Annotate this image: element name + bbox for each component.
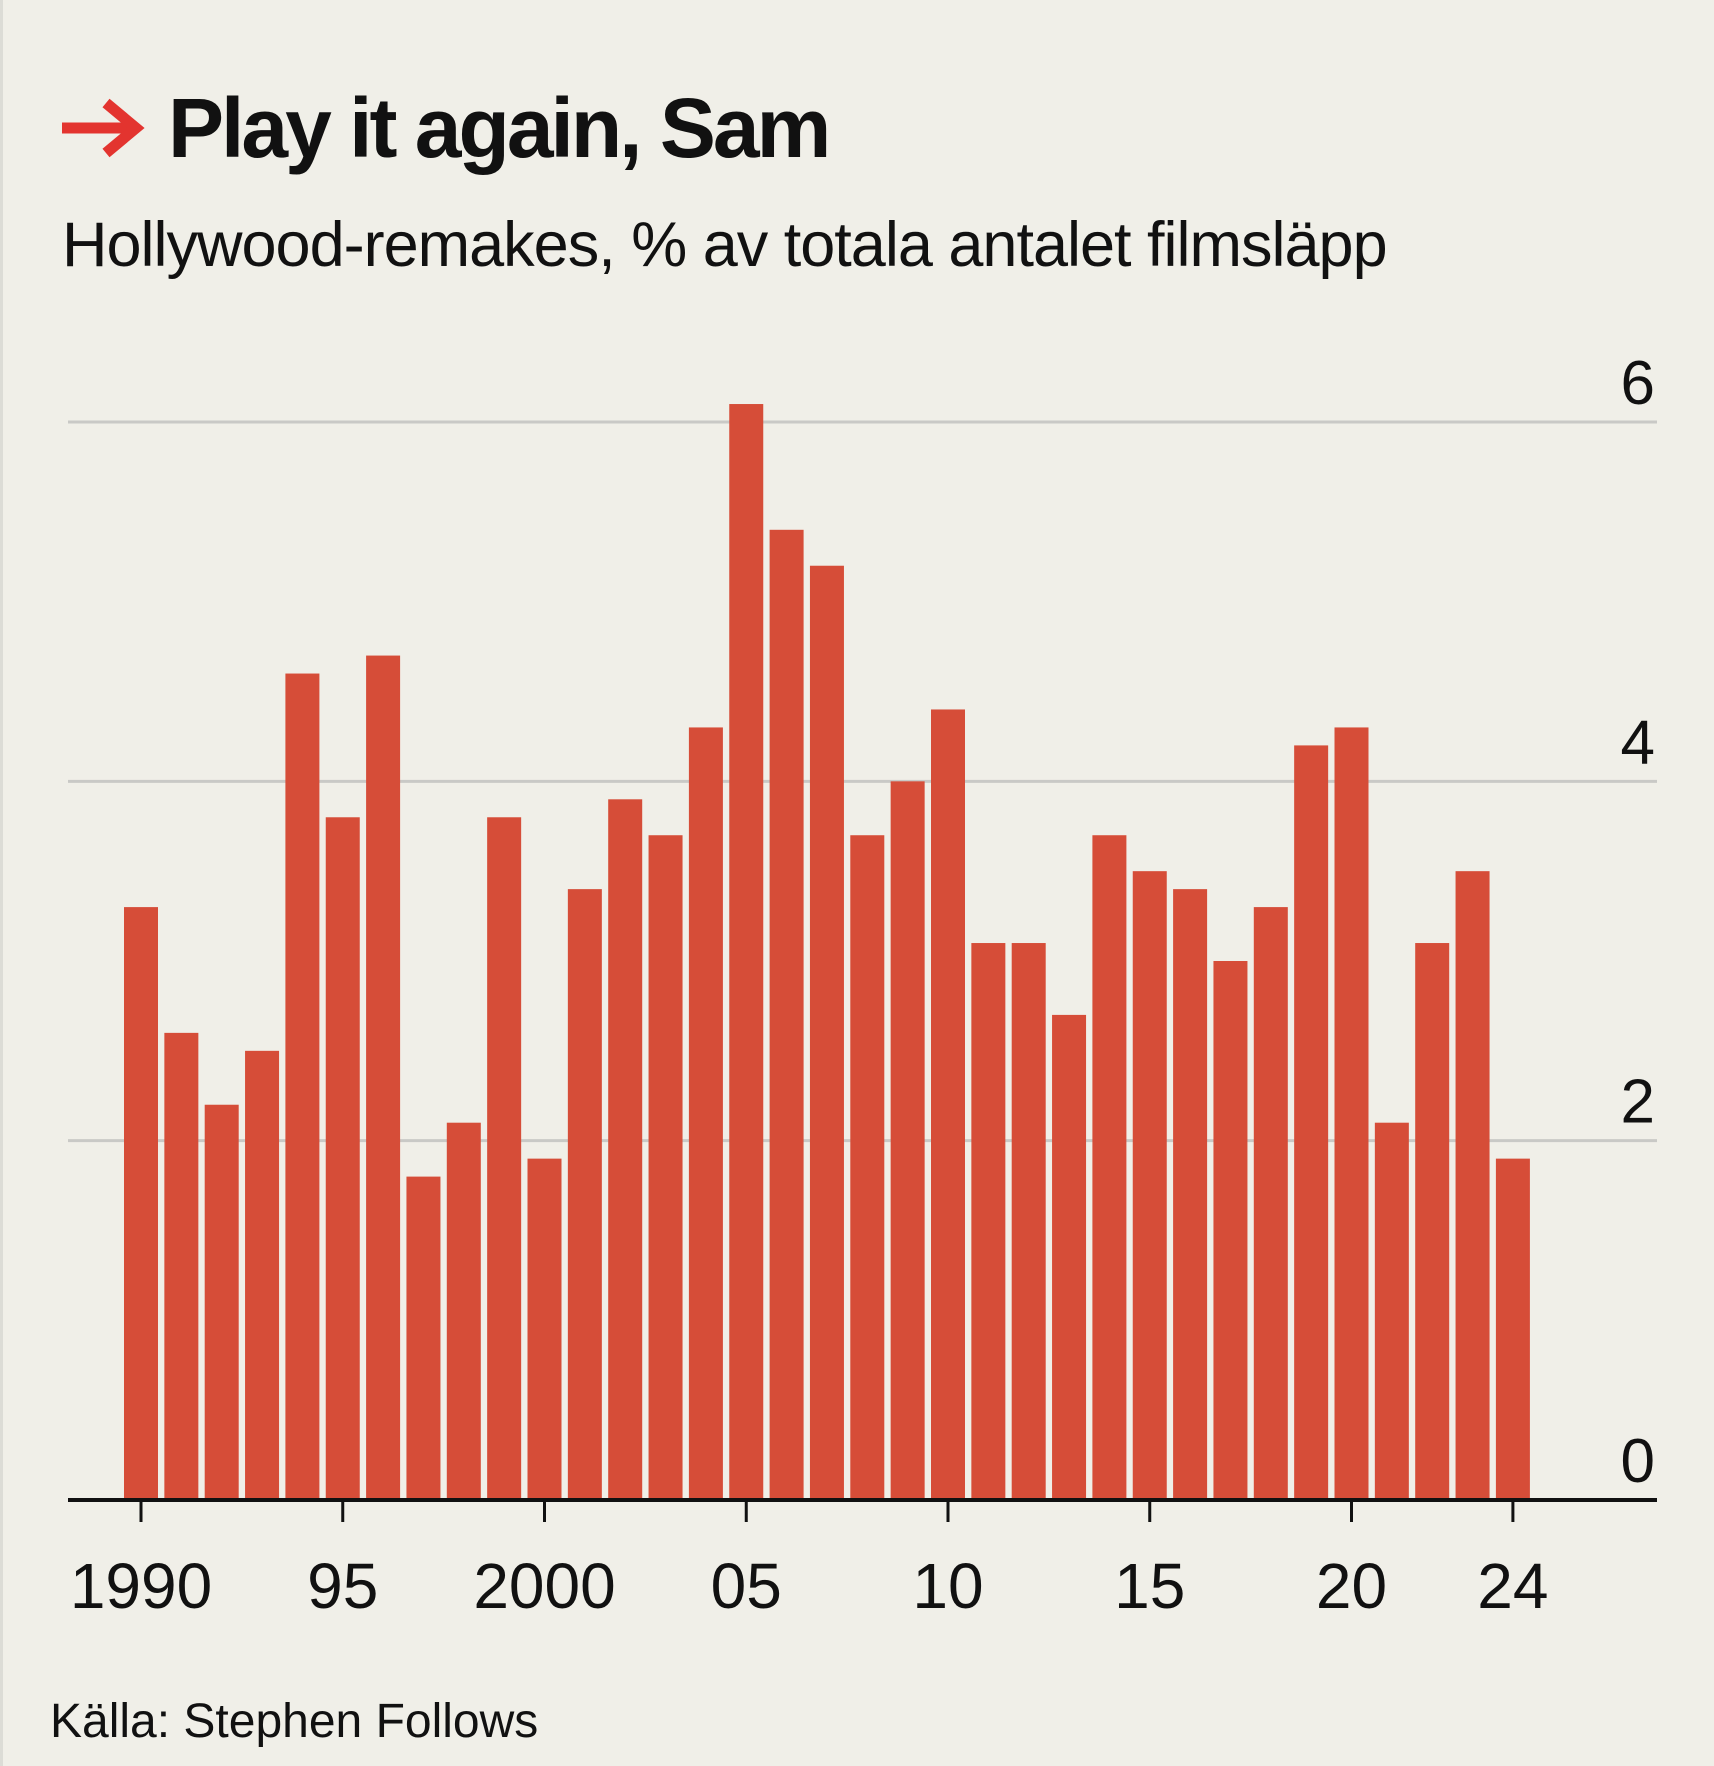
x-tick-label: 2000 — [473, 1550, 615, 1622]
bar — [1294, 745, 1329, 1500]
x-tick-label: 20 — [1316, 1550, 1387, 1622]
bar — [1213, 961, 1248, 1500]
bar — [1495, 1158, 1530, 1500]
left-border — [0, 0, 3, 1766]
title-row: Play it again, Sam — [62, 78, 831, 178]
bar — [769, 529, 804, 1500]
bar — [487, 817, 522, 1500]
bar — [1052, 1014, 1087, 1500]
bar — [971, 943, 1006, 1500]
bar — [1455, 871, 1490, 1500]
bar — [608, 799, 643, 1500]
y-tick-label: 4 — [1621, 708, 1655, 777]
bar — [1132, 871, 1167, 1500]
bar — [325, 817, 360, 1500]
x-tick-label: 95 — [307, 1550, 378, 1622]
x-tick-label: 1990 — [70, 1550, 212, 1622]
bar — [1092, 835, 1127, 1500]
bar — [1415, 943, 1450, 1500]
bar — [890, 781, 925, 1500]
bar — [1374, 1122, 1409, 1500]
y-tick-label: 6 — [1621, 349, 1655, 418]
bar — [809, 565, 844, 1500]
x-tick-label: 05 — [711, 1550, 782, 1622]
chart-title: Play it again, Sam — [168, 81, 831, 175]
bar — [446, 1122, 481, 1500]
y-tick-label: 2 — [1621, 1068, 1655, 1137]
bar — [527, 1158, 562, 1500]
right-arrow-icon — [62, 98, 145, 158]
x-tick-label: 10 — [912, 1550, 983, 1622]
bar — [164, 1032, 199, 1500]
bar — [688, 727, 723, 1500]
bar — [366, 655, 401, 1500]
source-note: Källa: Stephen Follows — [50, 1695, 539, 1748]
bar — [1334, 727, 1369, 1500]
bar — [406, 1176, 441, 1500]
bar — [1011, 943, 1046, 1500]
bar — [567, 889, 602, 1500]
bar — [1253, 907, 1288, 1500]
bar — [124, 907, 158, 1500]
bar — [1173, 889, 1208, 1500]
bar — [648, 835, 683, 1500]
bar — [204, 1104, 239, 1500]
bar — [850, 835, 885, 1500]
chart-subtitle: Hollywood-remakes, % av totala antalet f… — [62, 210, 1388, 280]
x-tick-label: 15 — [1114, 1550, 1185, 1622]
y-tick-label: 0 — [1621, 1427, 1655, 1496]
x-tick-label: 24 — [1477, 1550, 1548, 1622]
bar — [931, 709, 965, 1500]
bar — [245, 1050, 280, 1500]
bar — [729, 404, 764, 1500]
bar — [285, 673, 320, 1500]
